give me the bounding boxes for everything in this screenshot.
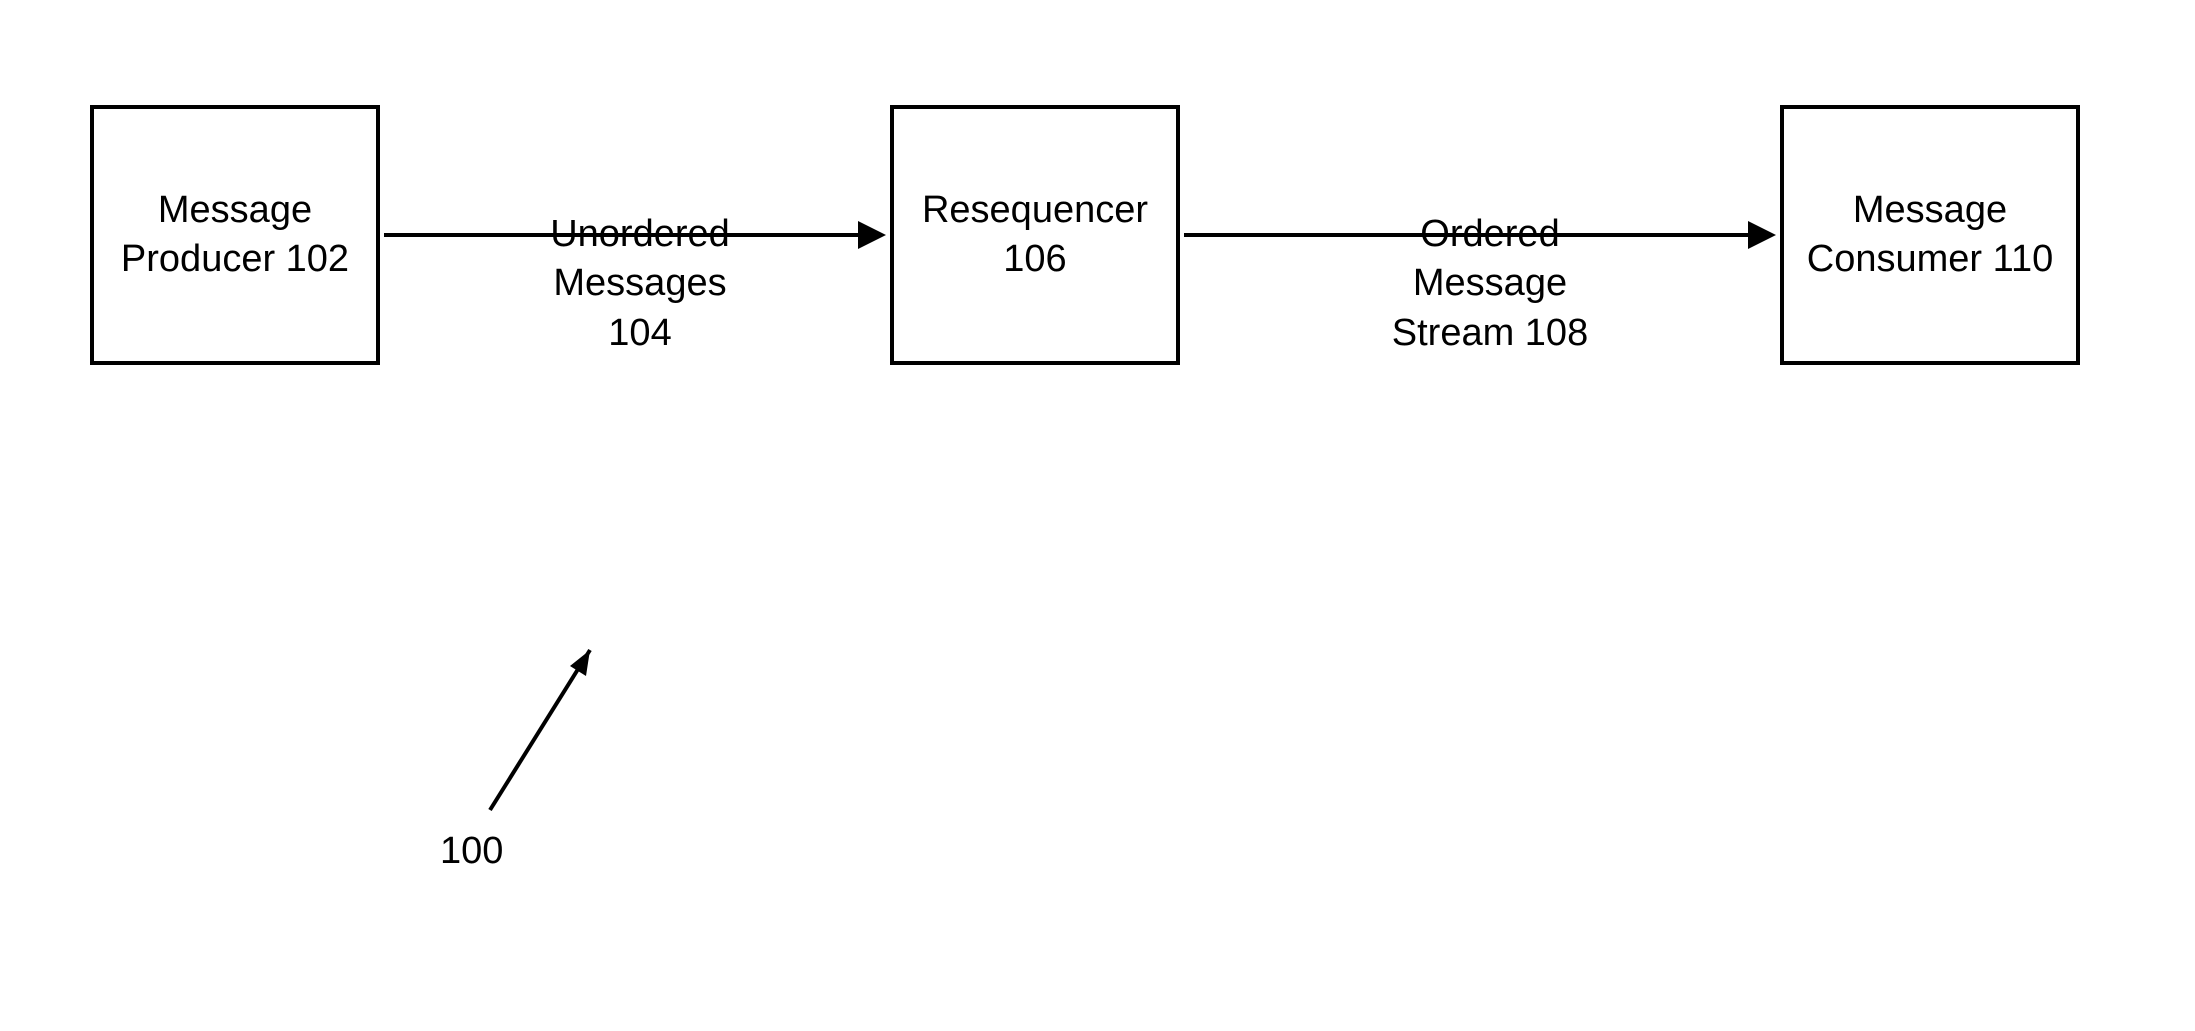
node-consumer-line1: Message	[1853, 189, 2007, 231]
diagram-container: Message Producer 102 Resequencer 106 Mes…	[0, 0, 2195, 1031]
reference-arrow-icon	[460, 620, 640, 830]
node-producer-line1: Message	[158, 189, 312, 231]
edge-1-arrowhead-icon	[858, 221, 886, 249]
node-resequencer-text: Resequencer 106	[922, 186, 1148, 285]
edge-2-arrowhead-icon	[1748, 221, 1776, 249]
node-consumer-line2: Consumer 110	[1807, 238, 2053, 280]
edge-2-label: Ordered Message Stream 108	[1380, 210, 1600, 358]
edge-1-label: Unordered Messages 104	[540, 210, 740, 358]
edge-2-line1: Ordered	[1420, 213, 1559, 255]
edge-2-line2: Message	[1413, 262, 1567, 304]
node-resequencer-line2: 106	[1003, 238, 1066, 280]
node-consumer-text: Message Consumer 110	[1807, 186, 2053, 285]
node-producer-line2: Producer 102	[121, 238, 349, 280]
edge-1-line3: 104	[608, 312, 671, 354]
node-producer-text: Message Producer 102	[121, 186, 349, 285]
node-resequencer-line1: Resequencer	[922, 189, 1148, 231]
edge-1-line1: Unordered	[550, 213, 730, 255]
node-consumer: Message Consumer 110	[1780, 105, 2080, 365]
node-resequencer: Resequencer 106	[890, 105, 1180, 365]
edge-1-line2: Messages	[553, 262, 726, 304]
edge-2-line3: Stream 108	[1392, 312, 1588, 354]
reference-number: 100	[440, 830, 503, 873]
node-producer: Message Producer 102	[90, 105, 380, 365]
